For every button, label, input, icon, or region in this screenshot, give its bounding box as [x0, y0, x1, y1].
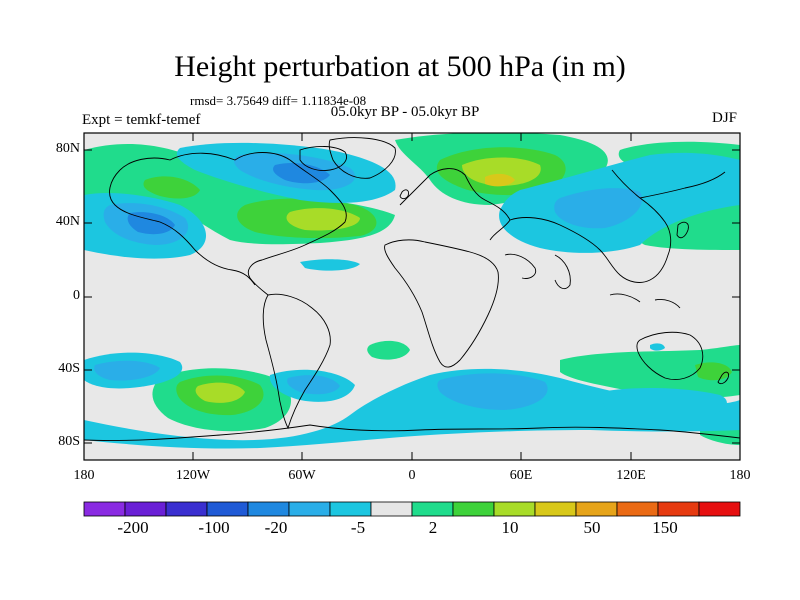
colorbar-swatch [575, 501, 618, 517]
y-tick-label: 80S [58, 434, 80, 449]
y-tick-label: 80N [55, 141, 80, 156]
coastlines [84, 137, 740, 441]
y-tick-label: 40S [58, 361, 80, 376]
colorbar-label: 150 [652, 518, 678, 537]
experiment-label: Expt = temkf-temef [82, 112, 201, 128]
colorbar-swatch [493, 501, 536, 517]
x-tick-label: 0 [408, 468, 416, 483]
x-tick-label: 180 [729, 468, 751, 483]
colorbar-swatch [124, 501, 167, 517]
y-tick-label: 40N [55, 214, 80, 229]
stats-label: rmsd= 3.75649 diff= 1.11834e-08 [190, 93, 367, 108]
contour-negative-south-pacific-east-core [287, 375, 340, 395]
contour-positive-eurasia-yellow [462, 157, 541, 186]
colorbar-swatch [329, 501, 372, 517]
colorbar-swatch [206, 501, 249, 517]
x-tick-marks [83, 133, 741, 460]
colorbar-label: -20 [264, 518, 288, 537]
colorbar-label: 50 [583, 518, 601, 537]
contour-positive-south-indian-core [695, 362, 732, 381]
contour-positive-canada-core [143, 176, 200, 199]
colorbar-swatch [616, 501, 659, 517]
contour-negative-australia-south [600, 388, 727, 419]
colorbar-swatch [452, 501, 495, 517]
colorbar-swatch [247, 501, 290, 517]
contour-fields [84, 133, 740, 449]
colorbar-swatch [165, 501, 208, 517]
colorbar-label: -5 [350, 518, 366, 537]
colorbar-swatch [83, 501, 126, 517]
colorbar-swatch [411, 501, 454, 517]
contour-positive-eurasia-orange [485, 173, 515, 187]
colorbar [83, 501, 741, 517]
x-tick-label: 120E [616, 468, 646, 483]
x-tick-label: 120W [175, 468, 211, 483]
contour-negative-subtropic-atlantic [300, 259, 360, 271]
contour-negative-south-circumpolar-core [437, 373, 548, 410]
colorbar-label: -200 [117, 518, 149, 537]
contour-negative-pacific-small [650, 343, 665, 351]
contour-positive-south-pacific-yellow [195, 382, 245, 403]
colorbar-label: 2 [428, 518, 438, 537]
x-tick-label: 60W [288, 468, 316, 483]
colorbar-label: 10 [501, 518, 519, 537]
contour-positive-south-atlantic [367, 340, 410, 360]
y-tick-label: 0 [73, 288, 80, 303]
colorbar-swatch [698, 501, 741, 517]
colorbar-swatch [288, 501, 331, 517]
contour-positive-south-indian [560, 345, 740, 398]
period-label: 05.0kyr BP - 05.0kyr BP [330, 104, 480, 120]
contour-negative-north-pacific-deep [127, 212, 175, 235]
contour-negative-south-east-pacific-core [94, 360, 160, 381]
colorbar-swatch [370, 501, 413, 517]
x-tick-label: 180 [73, 468, 95, 483]
x-tick-label: 60E [509, 468, 533, 483]
page-title: Height perturbation at 500 hPa (in m) [174, 50, 626, 83]
contour-negative-siberia-core [554, 188, 643, 229]
colorbar-label: -100 [198, 518, 230, 537]
contour-negative-south-circumpolar [84, 368, 740, 449]
contour-positive-south-pole [700, 427, 740, 445]
season-label: DJF [712, 110, 738, 126]
colorbar-swatch [657, 501, 700, 517]
colorbar-swatch [534, 501, 577, 517]
y-tick-marks [84, 149, 740, 444]
